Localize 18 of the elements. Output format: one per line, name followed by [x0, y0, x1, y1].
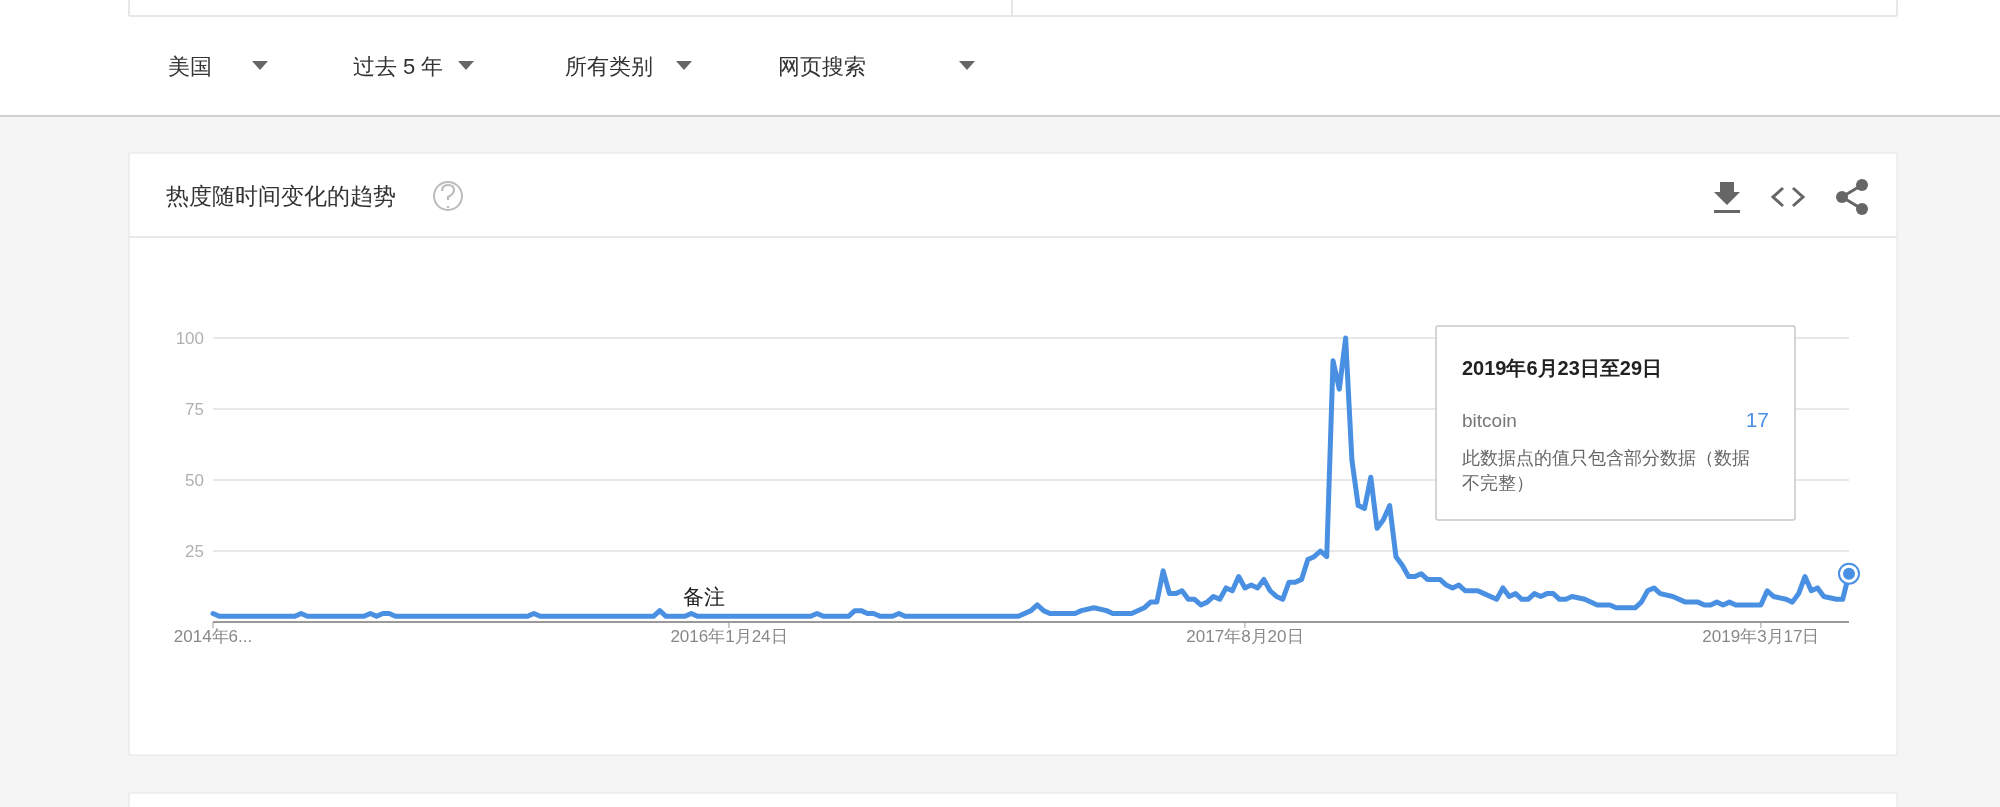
text: bitcoin — [1462, 410, 1517, 431]
x-tick-label: 2014年6... — [173, 627, 253, 646]
x-tick-label: 2019年3月17日 — [1702, 627, 1820, 646]
x-tick-label: 2017年8月20日 — [1186, 627, 1304, 646]
x-tick-label: 2016年1月24日 — [670, 627, 788, 646]
annotation: 此数据点的值只包含部分数据（数据不完整） — [1462, 447, 1751, 495]
text: 过去 5 年 — [353, 54, 444, 79]
y-tick-label: 75 — [185, 400, 204, 419]
annotation: 备注 — [682, 585, 725, 609]
y-tick-label: 100 — [175, 329, 204, 348]
text: 美国 — [168, 54, 212, 79]
y-tick-label: 50 — [185, 471, 204, 490]
y-tick-label: 25 — [185, 542, 204, 561]
text: 网页搜索 — [778, 54, 866, 79]
annotation: 17 — [1745, 408, 1769, 431]
annotation: 2019年6月23日至29日 — [1462, 357, 1663, 379]
chart-title: 热度随时间变化的趋势 — [166, 183, 396, 209]
text: 所有类别 — [565, 54, 653, 79]
